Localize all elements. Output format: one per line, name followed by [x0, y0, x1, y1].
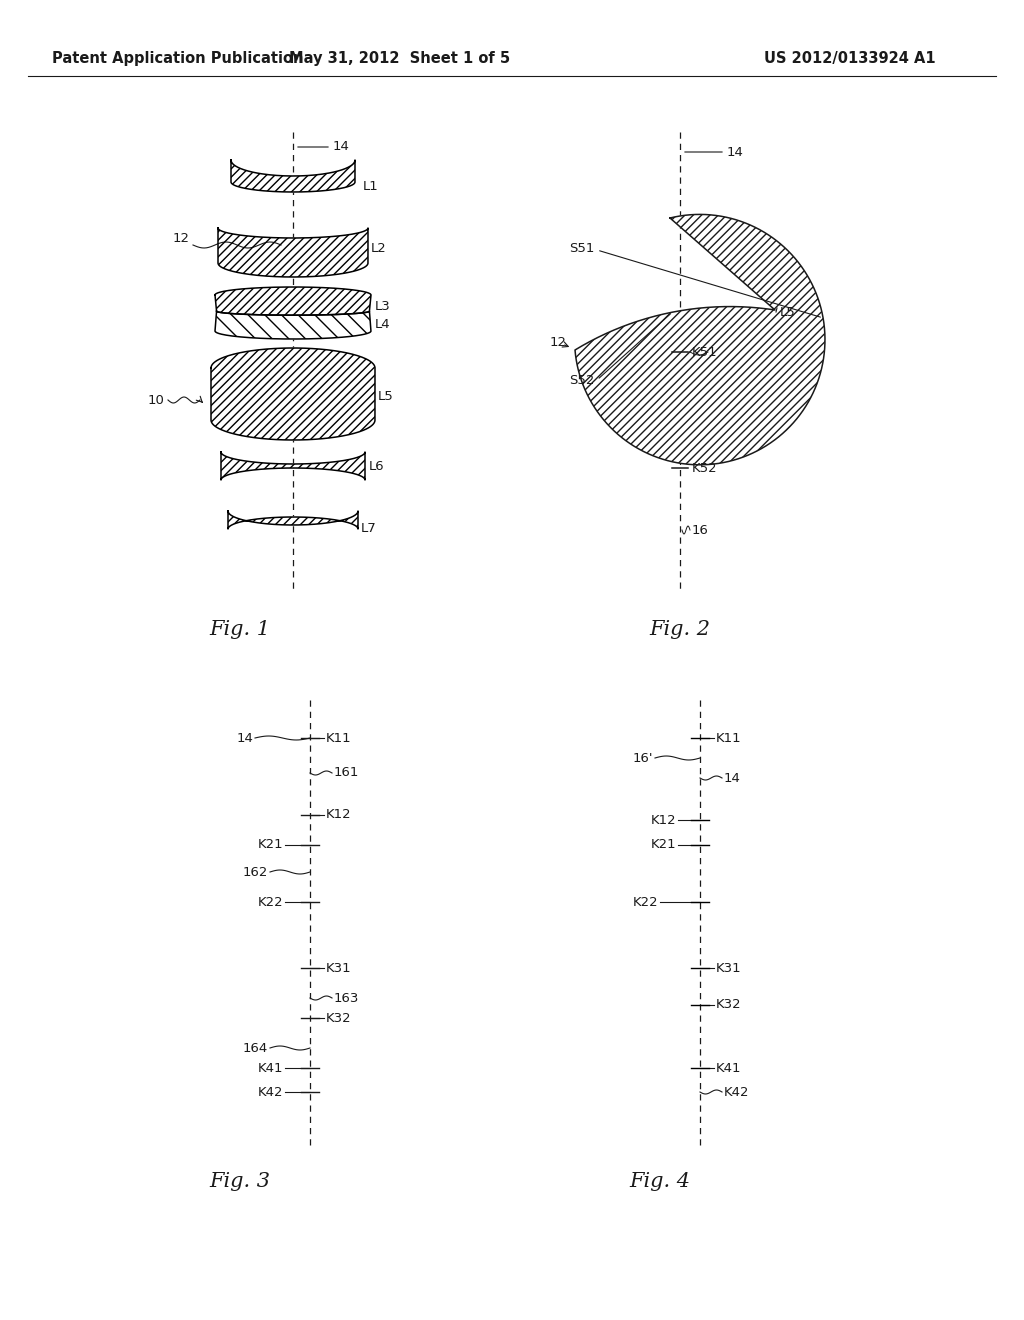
Text: Fig. 1: Fig. 1 [210, 620, 270, 639]
Text: K11: K11 [326, 731, 351, 744]
Polygon shape [218, 228, 368, 277]
Text: K21: K21 [257, 838, 283, 851]
Text: US 2012/0133924 A1: US 2012/0133924 A1 [764, 50, 936, 66]
Text: K12: K12 [326, 808, 351, 821]
Polygon shape [215, 286, 371, 315]
Text: K52: K52 [692, 462, 718, 474]
Text: 16': 16' [633, 751, 653, 764]
Text: S52: S52 [569, 374, 595, 387]
Text: K22: K22 [257, 895, 283, 908]
Text: Fig. 4: Fig. 4 [630, 1172, 690, 1191]
Text: L4: L4 [375, 318, 390, 330]
Text: K41: K41 [257, 1061, 283, 1074]
Text: K41: K41 [716, 1061, 741, 1074]
Text: 164: 164 [243, 1041, 268, 1055]
Text: 14: 14 [237, 731, 253, 744]
Polygon shape [221, 451, 365, 480]
Text: L5: L5 [780, 305, 796, 318]
Text: 12: 12 [550, 335, 567, 348]
Text: K42: K42 [257, 1085, 283, 1098]
Text: K21: K21 [650, 838, 676, 851]
Text: K32: K32 [716, 998, 741, 1011]
Text: K31: K31 [716, 961, 741, 974]
Text: L3: L3 [375, 301, 391, 314]
Text: K51: K51 [692, 346, 718, 359]
Polygon shape [228, 511, 358, 529]
Text: L7: L7 [361, 521, 377, 535]
Text: K32: K32 [326, 1011, 351, 1024]
Text: S51: S51 [569, 242, 595, 255]
Text: 14: 14 [333, 140, 350, 153]
Text: 10: 10 [148, 393, 165, 407]
Text: L5: L5 [378, 391, 394, 404]
Text: 163: 163 [334, 991, 359, 1005]
Text: 14: 14 [727, 145, 743, 158]
Text: L2: L2 [371, 242, 387, 255]
Text: K31: K31 [326, 961, 351, 974]
Polygon shape [575, 214, 825, 465]
Text: K12: K12 [650, 813, 676, 826]
Text: Patent Application Publication: Patent Application Publication [52, 50, 303, 66]
Polygon shape [231, 160, 355, 191]
Polygon shape [211, 348, 375, 440]
Text: May 31, 2012  Sheet 1 of 5: May 31, 2012 Sheet 1 of 5 [290, 50, 511, 66]
Text: K22: K22 [633, 895, 658, 908]
Text: L6: L6 [369, 459, 385, 473]
Text: 14: 14 [724, 771, 741, 784]
Polygon shape [215, 312, 371, 339]
Text: L1: L1 [362, 180, 379, 193]
Text: 162: 162 [243, 866, 268, 879]
Text: K42: K42 [724, 1085, 750, 1098]
Text: 12: 12 [173, 231, 190, 244]
Text: Fig. 2: Fig. 2 [649, 620, 711, 639]
Text: K11: K11 [716, 731, 741, 744]
Text: Fig. 3: Fig. 3 [210, 1172, 270, 1191]
Text: 16: 16 [692, 524, 709, 536]
Text: 161: 161 [334, 767, 359, 780]
